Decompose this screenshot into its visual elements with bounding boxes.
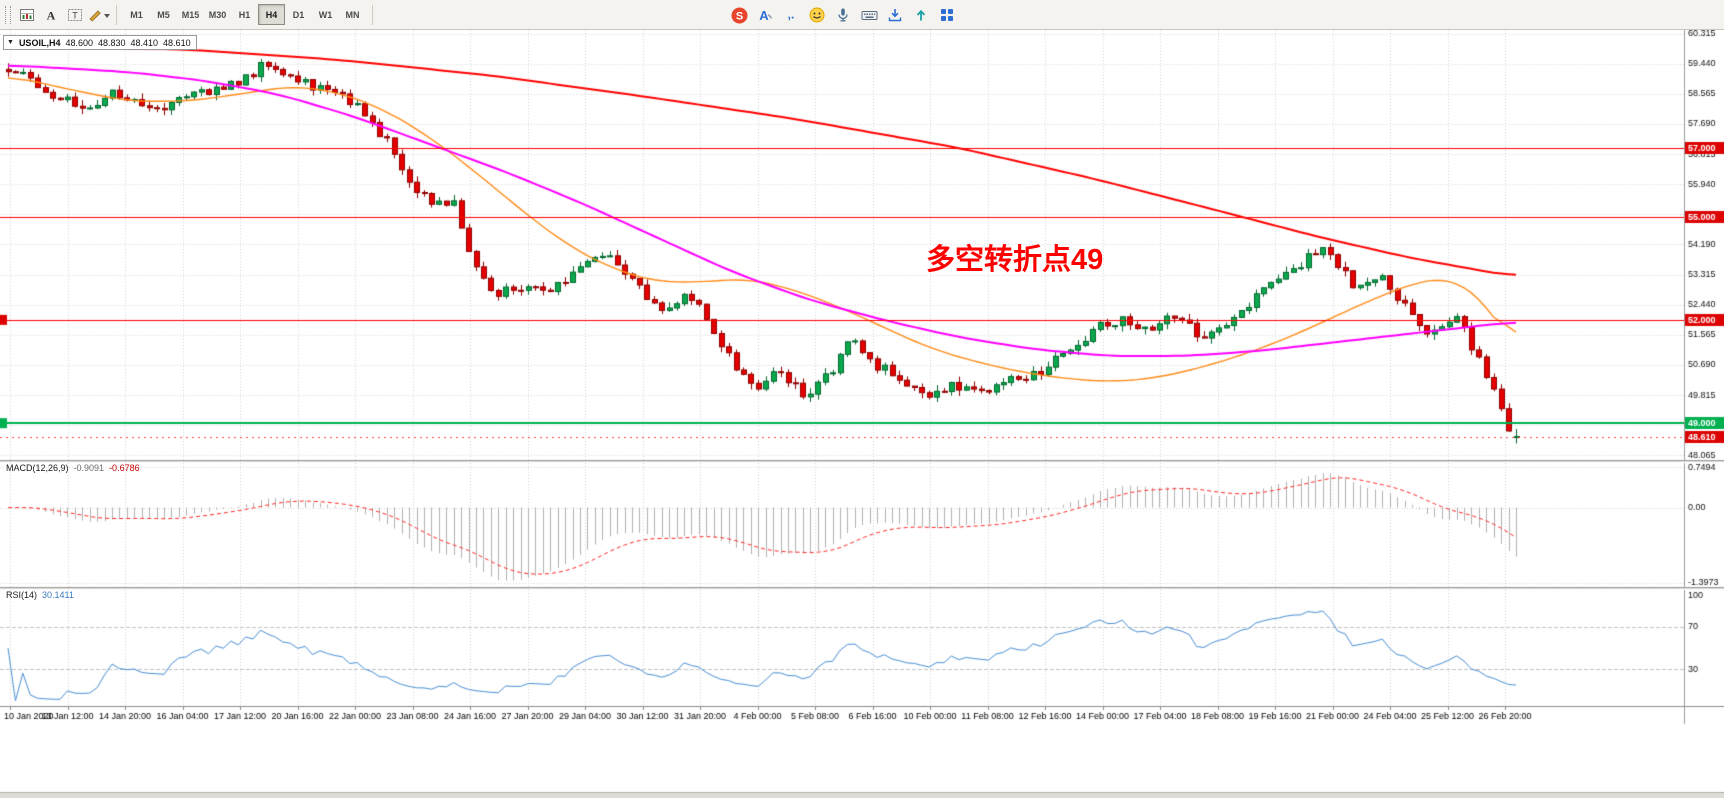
timeframe-mn[interactable]: MN xyxy=(345,9,360,20)
share-icon[interactable] xyxy=(910,4,932,26)
timeframe-d1[interactable]: D1 xyxy=(292,9,305,20)
chart-annotation-text: 多空转折点49 xyxy=(926,244,1104,276)
timeframe-h4[interactable]: H4 xyxy=(258,4,285,25)
timeframe-m5[interactable]: M5 xyxy=(157,9,170,20)
svg-text:A: A xyxy=(47,8,56,22)
svg-text:T: T xyxy=(72,10,78,20)
soft-keyboard-icon[interactable] xyxy=(858,4,880,26)
close-value: 48.610 xyxy=(163,37,191,48)
emoji-icon[interactable] xyxy=(806,4,828,26)
text-box-icon[interactable]: T xyxy=(64,4,86,26)
macd-indicator-label: MACD(12,26,9) -0.9091 -0.6786 xyxy=(6,463,140,473)
english-mode-icon[interactable]: A xyxy=(754,4,776,26)
one-click-collapse-icon[interactable]: ▼ xyxy=(7,39,14,46)
macd-main-value: -0.9091 xyxy=(73,463,105,473)
ime-toolbar: S A,. xyxy=(728,4,958,26)
timeframe-w1[interactable]: W1 xyxy=(318,9,333,20)
high-value: 48.830 xyxy=(97,37,126,48)
timeframe-buttons: M1 M5 M15 M30 H1 H4 D1 W1 MN xyxy=(123,4,366,25)
toolbar-grip[interactable] xyxy=(5,5,11,24)
chart-window-icon[interactable] xyxy=(16,4,38,26)
voice-input-icon[interactable] xyxy=(832,4,854,26)
rsi-value: 30.1411 xyxy=(42,590,74,600)
symbol-name: USOIL,H4 xyxy=(18,37,61,48)
svg-text:A: A xyxy=(759,8,769,23)
ime-logo-icon[interactable]: S xyxy=(728,4,750,26)
draw-tool-icon[interactable] xyxy=(88,4,110,26)
price-chart-canvas[interactable] xyxy=(0,30,1724,798)
open-value: 48.600 xyxy=(65,37,93,48)
svg-text:S: S xyxy=(735,10,742,22)
macd-signal-value: -0.6786 xyxy=(109,463,140,473)
timeframe-m30[interactable]: M30 xyxy=(208,9,227,20)
timeframe-m1[interactable]: M1 xyxy=(130,9,143,20)
toolbar-separator xyxy=(372,4,373,25)
timeframe-m15[interactable]: M15 xyxy=(181,9,200,20)
symbol-ohlc-info: ▼ USOIL,H4 48.600 48.830 48.410 48.610 xyxy=(3,35,197,50)
toolbox-grid-icon[interactable] xyxy=(936,4,958,26)
punctuation-icon[interactable]: ,. xyxy=(780,4,802,26)
macd-name: MACD(12,26,9) xyxy=(6,463,69,473)
skin-download-icon[interactable] xyxy=(884,4,906,26)
timeframe-h1[interactable]: H1 xyxy=(238,9,251,20)
toolbar-separator xyxy=(116,4,117,25)
svg-text:,.: ,. xyxy=(788,8,795,22)
low-value: 48.410 xyxy=(130,37,159,48)
rsi-name: RSI(14) xyxy=(6,590,38,600)
text-label-icon[interactable]: A xyxy=(40,4,62,26)
rsi-indicator-label: RSI(14) 30.1411 xyxy=(6,590,74,600)
